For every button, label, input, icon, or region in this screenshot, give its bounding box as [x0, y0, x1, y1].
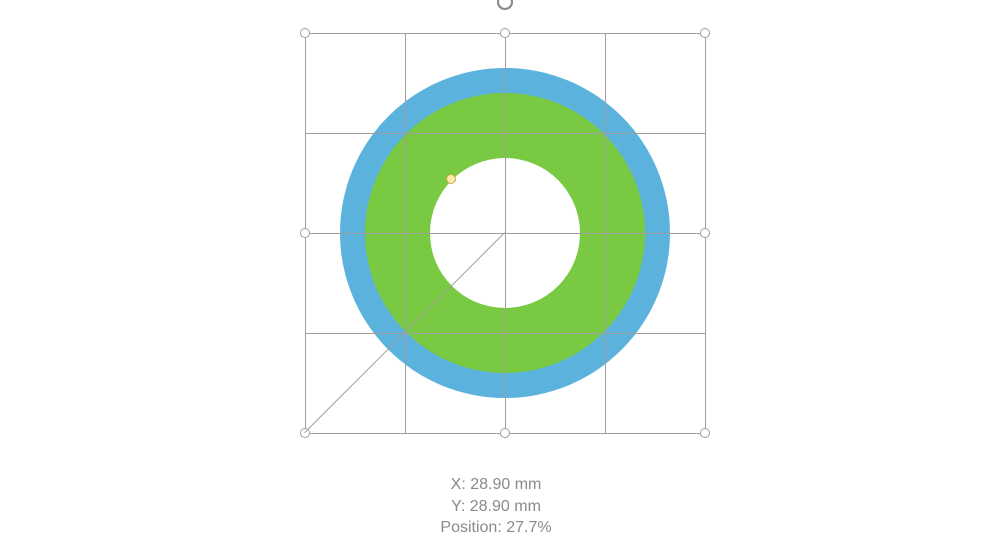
shape-adjust-handle[interactable]: [446, 174, 456, 184]
handle-s[interactable]: [500, 428, 510, 438]
handle-sw[interactable]: [300, 428, 310, 438]
handle-w[interactable]: [300, 228, 310, 238]
handle-se[interactable]: [700, 428, 710, 438]
selection-bounding-box[interactable]: [305, 33, 705, 433]
info-position: Position: 27.7%: [0, 517, 992, 539]
rotate-handle-icon[interactable]: [495, 0, 515, 17]
handle-nw[interactable]: [300, 28, 310, 38]
grid-line-horizontal: [305, 333, 705, 334]
info-x: X: 28.90 mm: [0, 474, 992, 496]
handle-e[interactable]: [700, 228, 710, 238]
handle-ne[interactable]: [700, 28, 710, 38]
grid-line-vertical: [605, 33, 606, 433]
info-y: Y: 28.90 mm: [0, 496, 992, 518]
position-info: X: 28.90 mmY: 28.90 mmPosition: 27.7%: [0, 474, 992, 539]
handle-n[interactable]: [500, 28, 510, 38]
grid-line-horizontal: [305, 233, 705, 234]
editor-canvas[interactable]: X: 28.90 mmY: 28.90 mmPosition: 27.7%: [0, 0, 992, 558]
